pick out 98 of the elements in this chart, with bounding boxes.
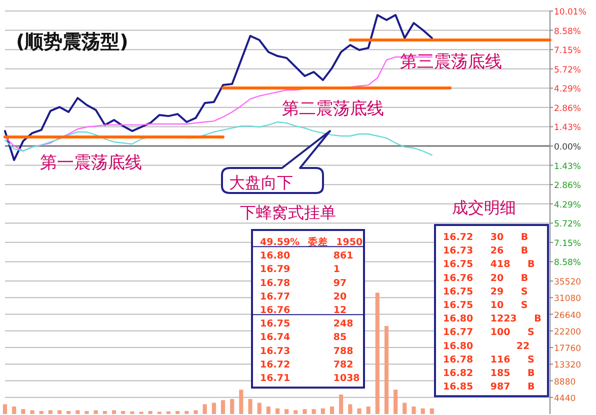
y-tick-label: 2.86% xyxy=(554,181,582,192)
y-tick-label: 0.00% xyxy=(554,142,582,152)
annotation: 16.75 248 xyxy=(260,318,354,330)
text: 成交明细 xyxy=(452,198,516,217)
bar xyxy=(402,402,407,414)
y-tick-label: 5.72% xyxy=(554,65,582,76)
annotation: 16.75 29 S xyxy=(443,286,528,298)
bar xyxy=(375,292,380,414)
bar xyxy=(294,410,298,414)
bar xyxy=(302,409,307,414)
y-tick-label: 10.01% xyxy=(554,8,586,18)
annotation: 16.80 1223 B xyxy=(443,314,542,325)
y-tick-label: 1.43% xyxy=(554,123,582,134)
bar xyxy=(21,409,26,414)
annotation: 16.72 782 xyxy=(260,359,354,370)
bar xyxy=(430,408,434,414)
bar xyxy=(366,406,370,414)
bar xyxy=(66,411,71,414)
annotation: 16.77 100 S xyxy=(443,327,534,338)
y-tick-label: 35520 xyxy=(554,278,582,288)
annotation: 16.73 788 xyxy=(260,346,354,357)
y-tick-label: 7.15% xyxy=(554,238,582,249)
y-tick-label: 17760 xyxy=(554,344,582,354)
annotation: 16.77 20 xyxy=(260,291,347,302)
bar xyxy=(176,411,180,414)
bar xyxy=(220,400,226,414)
y-tick-label: 1.43% xyxy=(554,162,582,172)
bar xyxy=(248,399,252,414)
bar xyxy=(121,411,126,414)
bar xyxy=(212,402,216,414)
bar xyxy=(2,404,8,414)
annotation: 16.78 97 xyxy=(260,278,347,289)
annotation: 16.75 418 B xyxy=(443,259,535,270)
bar xyxy=(94,410,98,414)
y-tick-label: 8880 xyxy=(554,377,576,388)
bar xyxy=(39,411,44,414)
annotation: 16.73 26 B xyxy=(443,246,528,257)
bar xyxy=(112,410,116,414)
annotation: 16.79 1 xyxy=(260,264,340,276)
annotation: 16.82 185 B xyxy=(443,368,535,379)
bar xyxy=(348,404,352,414)
y-tick-label: 8.58% xyxy=(554,26,582,37)
bar xyxy=(184,411,189,414)
annotation: 16.80 861 xyxy=(260,250,354,262)
bar xyxy=(357,408,362,414)
y-tick-label: 2.86% xyxy=(554,104,582,114)
y-tick-label: 26640 xyxy=(554,310,582,321)
bar xyxy=(76,410,80,414)
bar xyxy=(266,406,270,414)
y-tick-label: 7.15% xyxy=(554,46,582,56)
bar xyxy=(320,408,325,414)
annotation: 16.80 22 xyxy=(443,340,530,352)
text: 下蜂窝式挂单 xyxy=(240,203,336,222)
text: (顺势震荡型) xyxy=(16,31,128,53)
bar xyxy=(202,404,207,414)
annotation: 16.78 116 S xyxy=(443,354,534,366)
bar xyxy=(412,406,416,414)
bar xyxy=(30,410,34,414)
annotation: 16.75 10 S xyxy=(443,300,528,311)
annotation: 第三震荡底线 xyxy=(400,52,502,72)
annotation: 第二震荡底线 xyxy=(282,99,384,119)
bar xyxy=(48,410,52,414)
bar xyxy=(194,410,198,414)
bar xyxy=(284,409,289,414)
y-tick-label: 13320 xyxy=(554,360,582,371)
y-tick-label: 4.29% xyxy=(554,200,582,210)
y-tick-label: 4.29% xyxy=(554,84,582,95)
bar xyxy=(102,411,107,414)
bar xyxy=(130,411,134,414)
y-tick-label: 31080 xyxy=(554,294,582,304)
bar xyxy=(239,390,244,414)
y-tick-label: 5.72% xyxy=(554,220,582,230)
bar xyxy=(384,326,389,414)
bar xyxy=(84,411,89,414)
bar xyxy=(420,408,425,414)
bar xyxy=(166,411,171,414)
bar xyxy=(230,399,234,414)
bar xyxy=(57,410,62,414)
bar xyxy=(339,394,344,414)
bar xyxy=(12,406,16,414)
bar xyxy=(148,411,152,414)
bar xyxy=(257,402,262,414)
annotation: 49.59% 委差 1950 xyxy=(260,236,364,248)
annotation: 16.72 30 B xyxy=(443,232,528,243)
bar xyxy=(394,390,398,414)
annotation: 16.71 1038 xyxy=(260,373,360,384)
annotation: 16.76 20 B xyxy=(443,272,528,284)
annotation: 大盘向下 xyxy=(229,173,293,192)
annotation: 16.74 85 xyxy=(260,332,347,344)
annotation: 第一震荡底线 xyxy=(40,153,142,173)
bar xyxy=(275,408,280,414)
bar xyxy=(312,409,316,414)
y-tick-label: 22200 xyxy=(554,327,582,338)
y-tick-label: 8.58% xyxy=(554,258,582,268)
annotation: 16.76 12 xyxy=(260,305,347,316)
y-tick-label: 4440 xyxy=(554,394,576,404)
annotation: 16.85 987 B xyxy=(443,382,535,393)
bar xyxy=(330,406,334,414)
